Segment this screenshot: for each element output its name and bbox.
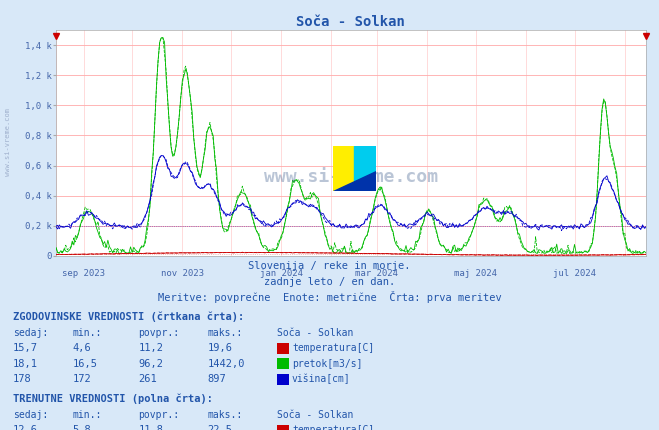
Text: povpr.:: povpr.: — [138, 410, 179, 420]
Text: 16,5: 16,5 — [72, 359, 98, 369]
Text: www.si-vreme.com: www.si-vreme.com — [5, 108, 11, 176]
Text: 261: 261 — [138, 374, 157, 384]
Text: jul 2024: jul 2024 — [553, 269, 596, 278]
Text: višina[cm]: višina[cm] — [292, 374, 351, 384]
Text: min.:: min.: — [72, 328, 102, 338]
Text: 1442,0: 1442,0 — [208, 359, 245, 369]
Text: maj 2024: maj 2024 — [454, 269, 497, 278]
Text: min.:: min.: — [72, 410, 102, 420]
Text: temperatura[C]: temperatura[C] — [292, 425, 374, 430]
Text: 18,1: 18,1 — [13, 359, 38, 369]
Text: www.si-vreme.com: www.si-vreme.com — [264, 168, 438, 186]
Text: TRENUTNE VREDNOSTI (polna črta):: TRENUTNE VREDNOSTI (polna črta): — [13, 394, 213, 404]
Text: povpr.:: povpr.: — [138, 328, 179, 338]
Bar — [355, 146, 376, 191]
Text: jan 2024: jan 2024 — [260, 269, 302, 278]
Text: 96,2: 96,2 — [138, 359, 163, 369]
Text: Soča - Solkan: Soča - Solkan — [277, 328, 353, 338]
Text: Soča - Solkan: Soča - Solkan — [277, 410, 353, 420]
Text: maks.:: maks.: — [208, 410, 243, 420]
Text: zadnje leto / en dan.: zadnje leto / en dan. — [264, 277, 395, 287]
Text: 11,8: 11,8 — [138, 425, 163, 430]
Text: 172: 172 — [72, 374, 91, 384]
Text: temperatura[C]: temperatura[C] — [292, 343, 374, 353]
Text: maks.:: maks.: — [208, 328, 243, 338]
Text: Slovenija / reke in morje.: Slovenija / reke in morje. — [248, 261, 411, 271]
Text: sep 2023: sep 2023 — [62, 269, 105, 278]
Text: 15,7: 15,7 — [13, 343, 38, 353]
Text: 12,6: 12,6 — [13, 425, 38, 430]
Text: 22,5: 22,5 — [208, 425, 233, 430]
Text: 11,2: 11,2 — [138, 343, 163, 353]
Text: sedaj:: sedaj: — [13, 328, 48, 338]
Text: mar 2024: mar 2024 — [355, 269, 398, 278]
Text: 897: 897 — [208, 374, 226, 384]
Polygon shape — [333, 171, 376, 191]
Bar — [333, 146, 355, 191]
Text: 178: 178 — [13, 374, 32, 384]
Text: 19,6: 19,6 — [208, 343, 233, 353]
Text: pretok[m3/s]: pretok[m3/s] — [292, 359, 362, 369]
Text: Meritve: povprečne  Enote: metrične  Črta: prva meritev: Meritve: povprečne Enote: metrične Črta:… — [158, 292, 501, 304]
Text: 5,8: 5,8 — [72, 425, 91, 430]
Title: Soča - Solkan: Soča - Solkan — [297, 15, 405, 29]
Text: 4,6: 4,6 — [72, 343, 91, 353]
Text: sedaj:: sedaj: — [13, 410, 48, 420]
Text: ZGODOVINSKE VREDNOSTI (črtkana črta):: ZGODOVINSKE VREDNOSTI (črtkana črta): — [13, 312, 244, 322]
Text: nov 2023: nov 2023 — [161, 269, 204, 278]
